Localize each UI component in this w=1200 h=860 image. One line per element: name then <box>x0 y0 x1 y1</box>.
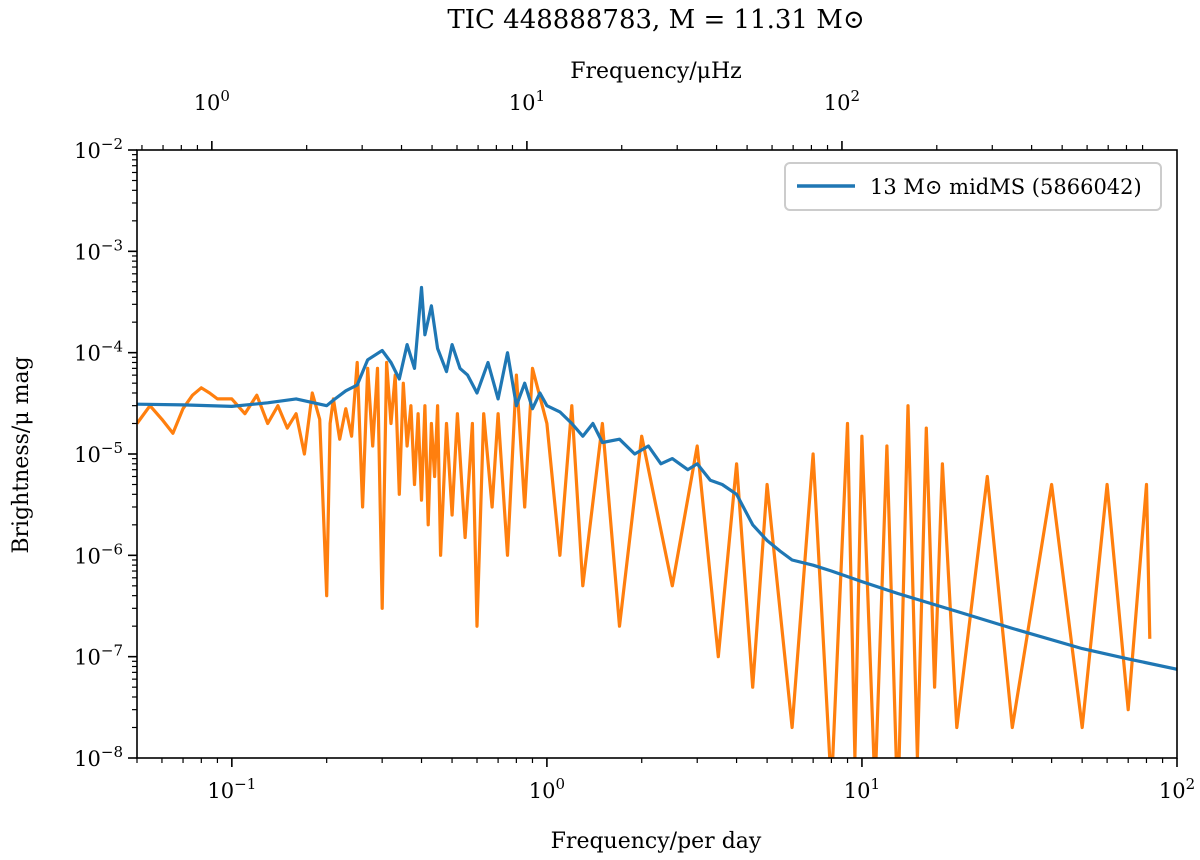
y-tick-label: 10−5 <box>74 439 123 467</box>
y-axis-label: Brightness/μ mag <box>9 356 34 553</box>
legend-box <box>784 162 1162 211</box>
top-tick-label: 102 <box>824 87 860 115</box>
series-line-model <box>137 285 1177 671</box>
top-tick-label: 100 <box>194 87 230 115</box>
y-tick-label: 10−7 <box>74 642 123 670</box>
x-tick-label: 100 <box>529 775 565 803</box>
y-tick-label: 10−8 <box>74 743 123 771</box>
x-axis-label: Frequency/per day <box>551 829 762 854</box>
series-group <box>137 285 1177 758</box>
series-line-observed <box>137 360 1152 758</box>
y-tick-label: 10−2 <box>74 135 123 163</box>
chart-title: TIC 448888783, M = 11.31 M⊙ <box>447 5 864 35</box>
y-tick-label: 10−3 <box>74 236 123 264</box>
plot-frame <box>136 149 1178 759</box>
top-x-axis-label: Frequency/μHz <box>570 59 741 84</box>
x-tick-label: 102 <box>1159 775 1195 803</box>
legend-label-model: 13 M⊙ midMS (5866042) <box>870 175 1142 199</box>
y-tick-label: 10−6 <box>74 540 123 568</box>
y-tick-label: 10−4 <box>74 338 123 366</box>
legend: 13 M⊙ midMS (5866042) <box>784 162 1162 211</box>
x-tick-label: 101 <box>844 775 880 803</box>
x-tick-label: 10−1 <box>207 775 256 803</box>
top-tick-label: 101 <box>509 87 545 115</box>
